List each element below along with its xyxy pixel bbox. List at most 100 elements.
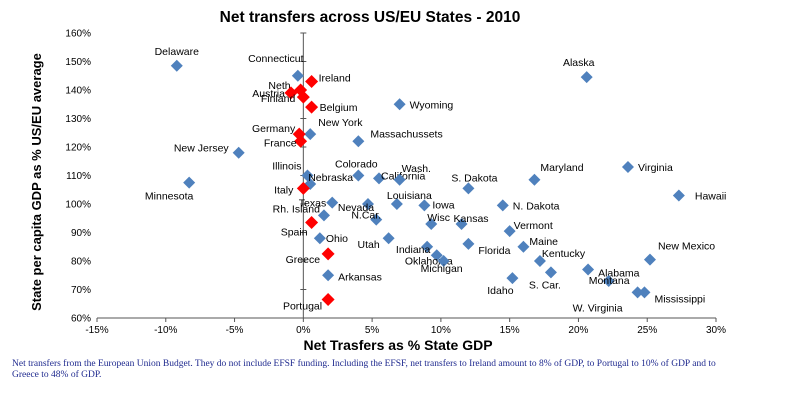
data-point-us bbox=[372, 172, 385, 185]
data-point-us bbox=[291, 69, 304, 82]
point-label: New Jersey bbox=[174, 143, 230, 155]
data-point-us bbox=[631, 286, 644, 299]
x-tick-label: -10% bbox=[154, 325, 177, 336]
point-label: Spain bbox=[281, 227, 308, 239]
data-point-us bbox=[430, 249, 443, 262]
data-point-us bbox=[638, 286, 651, 299]
y-tick-label: 60% bbox=[71, 314, 91, 325]
y-tick-label: 110% bbox=[66, 171, 91, 182]
data-point-us bbox=[602, 274, 615, 287]
point-label: Wash. bbox=[402, 163, 431, 175]
point-label: Nebraska bbox=[308, 172, 353, 184]
point-label: Kansas bbox=[454, 213, 489, 225]
point-label: N. Dakota bbox=[513, 200, 560, 212]
x-tick-label: 25% bbox=[637, 325, 657, 336]
data-point-us bbox=[326, 196, 339, 209]
y-axis-label: State per capita GDP as % US/EU average bbox=[29, 53, 44, 311]
data-point-us bbox=[455, 217, 468, 230]
x-tick-label: 30% bbox=[706, 325, 726, 336]
point-label: New York bbox=[318, 117, 363, 129]
point-label: Ireland bbox=[319, 72, 351, 84]
point-label: Arkansas bbox=[338, 271, 382, 283]
data-point-eu bbox=[296, 90, 310, 104]
data-point-us bbox=[643, 253, 656, 266]
point-label: New Mexico bbox=[658, 241, 715, 253]
x-tick-label: 10% bbox=[431, 325, 451, 336]
data-point-eu bbox=[296, 181, 310, 195]
data-point-us bbox=[462, 182, 475, 195]
point-label: Texas bbox=[299, 198, 326, 210]
data-point-us bbox=[352, 169, 365, 182]
data-point-eu bbox=[284, 86, 298, 100]
point-label: Austria bbox=[252, 88, 285, 100]
point-label: Colorado bbox=[335, 159, 378, 171]
y-tick-label: 70% bbox=[71, 285, 91, 296]
data-point-us bbox=[544, 266, 557, 279]
x-tick-label: 15% bbox=[500, 325, 520, 336]
point-label: Delaware bbox=[155, 46, 200, 58]
data-point-us bbox=[533, 255, 546, 267]
data-point-us bbox=[582, 263, 595, 276]
point-label: Germany bbox=[252, 123, 296, 135]
point-label: Connecticut bbox=[248, 53, 304, 65]
point-label: Kentucky bbox=[542, 248, 586, 260]
data-point-us bbox=[421, 240, 434, 253]
footnote: Net transfers from the European Union Bu… bbox=[12, 359, 716, 380]
point-label: Finland bbox=[261, 93, 296, 105]
point-label: Nevada bbox=[338, 202, 374, 214]
point-label: Michigan bbox=[421, 263, 463, 275]
data-point-us bbox=[393, 98, 406, 111]
x-tick-label: 0% bbox=[296, 325, 311, 336]
data-point-us bbox=[322, 269, 335, 282]
point-label: Florida bbox=[478, 245, 510, 257]
data-point-us bbox=[313, 232, 326, 245]
point-label: Louisiana bbox=[387, 190, 432, 202]
point-label: Montana bbox=[589, 275, 630, 287]
point-label: Portugal bbox=[283, 300, 322, 312]
data-point-us bbox=[621, 160, 634, 173]
data-point-us bbox=[528, 173, 541, 186]
data-point-eu bbox=[321, 292, 335, 306]
data-point-us bbox=[418, 199, 431, 212]
point-label: California bbox=[381, 170, 426, 182]
x-tick-label: 5% bbox=[365, 325, 380, 336]
point-label: Ohio bbox=[326, 233, 348, 245]
data-point-us bbox=[672, 189, 685, 202]
data-point-us bbox=[352, 135, 365, 148]
point-label: Rh. Island bbox=[273, 203, 320, 215]
point-label: Maine bbox=[529, 236, 558, 248]
data-point-eu bbox=[305, 216, 319, 230]
data-point-us bbox=[361, 198, 374, 210]
point-label: Mississippi bbox=[654, 293, 705, 305]
data-point-us bbox=[496, 199, 509, 212]
x-tick-label: -5% bbox=[226, 325, 244, 336]
y-tick-label: 90% bbox=[71, 228, 91, 239]
data-point-eu bbox=[305, 100, 319, 114]
data-point-us bbox=[183, 176, 196, 189]
data-point-us bbox=[437, 255, 450, 267]
data-point-us bbox=[425, 217, 438, 230]
x-tick-label: 20% bbox=[568, 325, 588, 336]
point-label: Maryland bbox=[540, 162, 583, 174]
point-label: Italy bbox=[274, 184, 294, 196]
point-label: Hawaii bbox=[695, 190, 727, 202]
point-label: S. Dakota bbox=[451, 172, 497, 184]
point-label: Vermont bbox=[514, 220, 553, 232]
x-axis-label: Net Trasfers as % State GDP bbox=[303, 337, 492, 353]
data-point-us bbox=[232, 146, 245, 159]
point-label: France bbox=[264, 137, 297, 149]
point-label: Iowa bbox=[432, 199, 454, 211]
x-tick-label: -15% bbox=[85, 325, 108, 336]
data-point-us bbox=[580, 71, 593, 84]
y-tick-label: 120% bbox=[65, 143, 91, 154]
chart-title: Net transfers across US/EU States - 2010 bbox=[220, 9, 521, 26]
point-label: Utah bbox=[358, 239, 380, 251]
data-point-us bbox=[517, 240, 530, 253]
point-label: Wisc bbox=[427, 212, 450, 224]
plot-area: 60% 70% 80% 90% 100% 110% 120% 130% 140% 150% 160%… bbox=[65, 29, 726, 337]
y-tick-label: 160% bbox=[65, 29, 91, 40]
data-point-eu bbox=[294, 134, 308, 148]
point-label: Illinois bbox=[272, 161, 301, 173]
data-point-us bbox=[390, 198, 403, 210]
point-label: Indiana bbox=[396, 244, 431, 256]
